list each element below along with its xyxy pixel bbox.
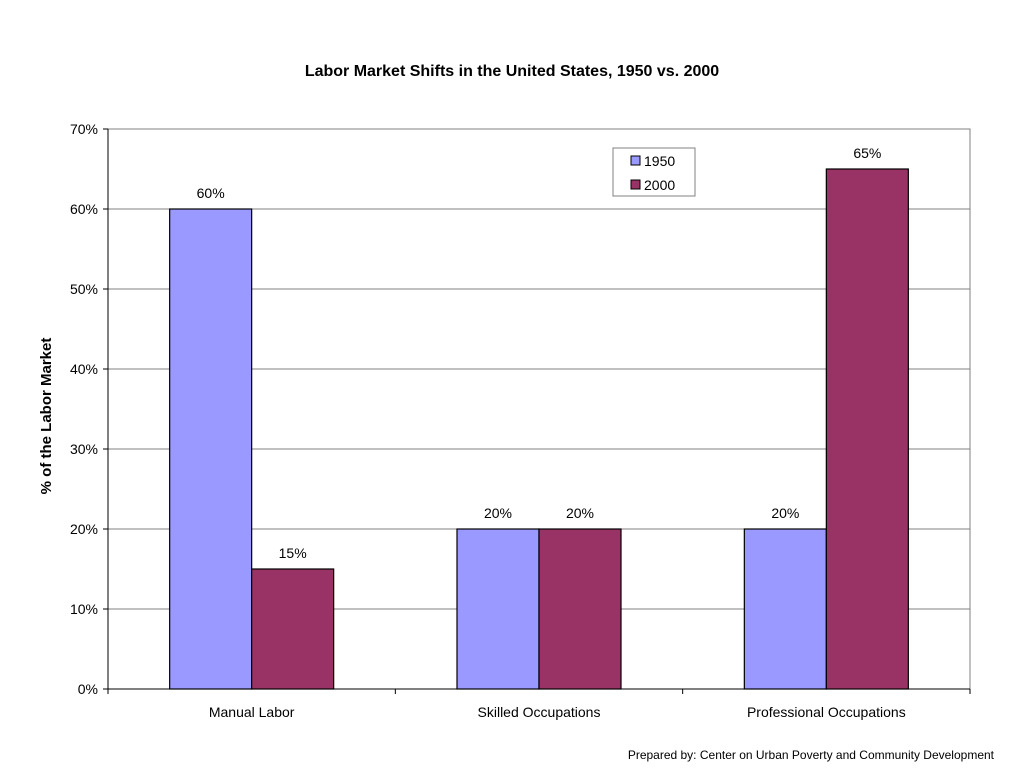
axes: 0% 10% 20% 30% 40% 50% 60% 70% Manual Labor Skill… [70, 121, 971, 720]
data-label: 15% [279, 545, 307, 561]
data-label: 20% [484, 505, 512, 521]
legend-box [612, 147, 696, 197]
y-tick-label: 50% [70, 281, 98, 297]
bars [169, 168, 909, 690]
legend-swatch [630, 179, 641, 190]
footer-credit: Prepared by: Center on Urban Poverty and… [627, 748, 994, 762]
bar [169, 208, 253, 690]
y-tick-label: 10% [70, 601, 98, 617]
legend-label: 2000 [644, 177, 675, 193]
data-label: 65% [853, 145, 881, 161]
data-labels: 60% 15% 20% 20% 20% 65% [197, 145, 882, 561]
x-tick-label: Manual Labor [209, 704, 295, 720]
legend-label: 1950 [644, 153, 675, 169]
data-label: 20% [771, 505, 799, 521]
y-tick-label: 60% [70, 201, 98, 217]
bar [251, 568, 335, 690]
y-tick-label: 40% [70, 361, 98, 377]
y-tick-label: 0% [78, 681, 98, 697]
bar [825, 168, 909, 690]
y-axis-label: % of the Labor Market [38, 338, 55, 495]
legend-swatch [630, 155, 641, 166]
y-tick-label: 70% [70, 121, 98, 137]
data-label: 20% [566, 505, 594, 521]
chart-title: Labor Market Shifts in the United States… [304, 63, 720, 80]
y-tick-label: 20% [70, 521, 98, 537]
bar [538, 528, 622, 690]
x-tick-label: Professional Occupations [747, 704, 906, 720]
legend: 1950 2000 [612, 147, 696, 197]
x-tick-label: Skilled Occupations [478, 704, 601, 720]
data-label: 60% [197, 185, 225, 201]
y-tick-label: 30% [70, 441, 98, 457]
bar [743, 528, 827, 690]
bar [456, 528, 540, 690]
